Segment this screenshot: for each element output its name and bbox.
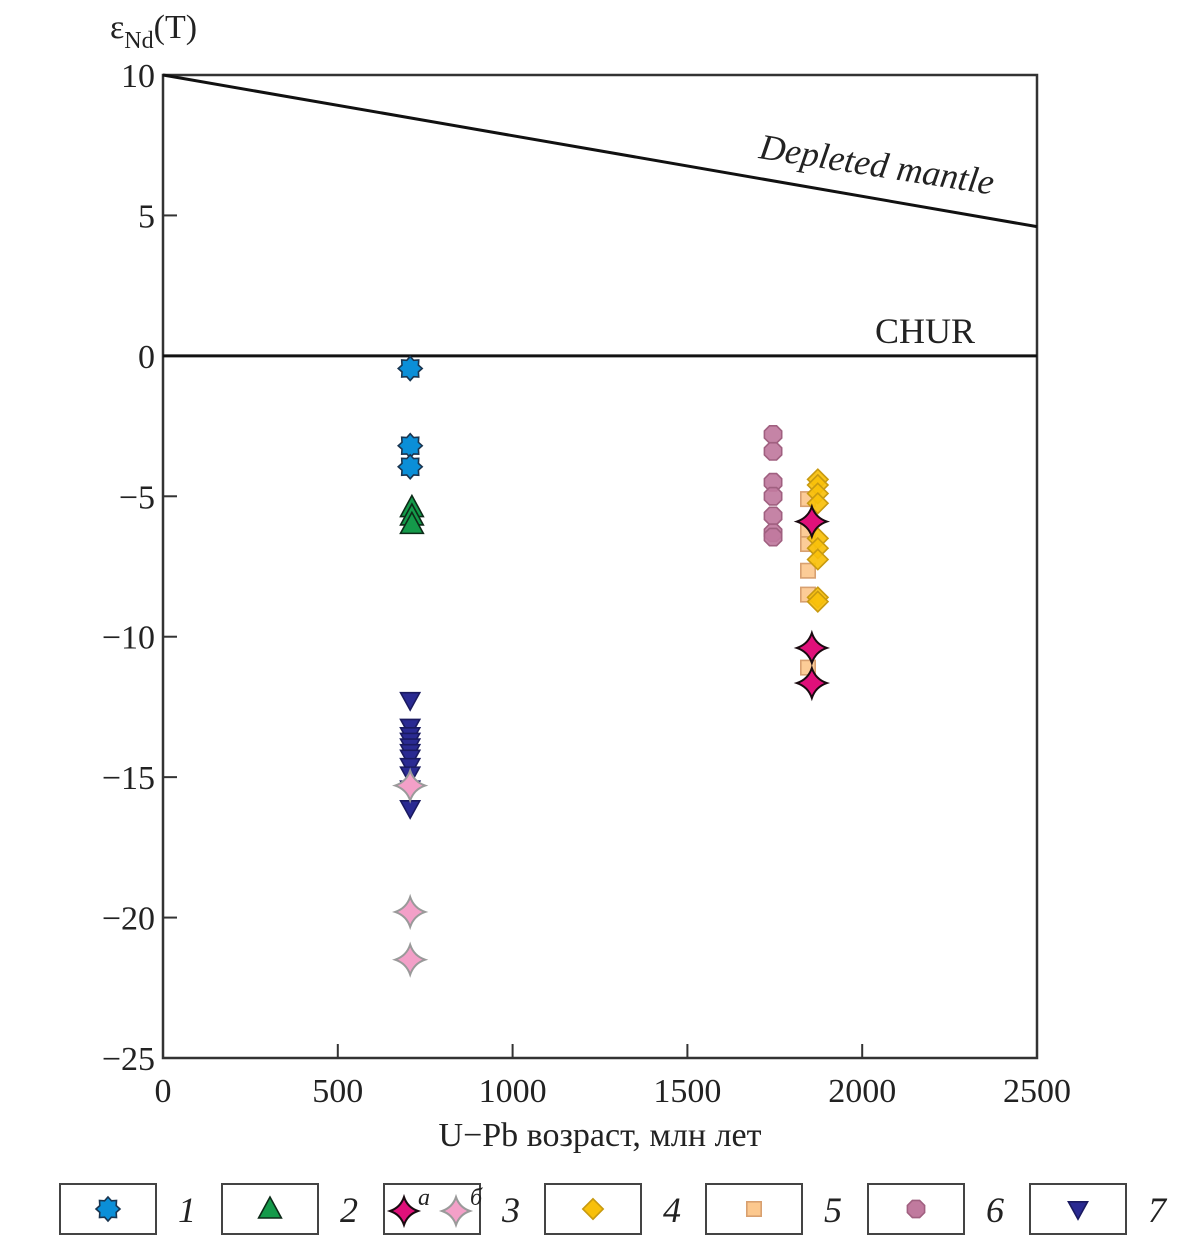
legend-marker xyxy=(745,1201,762,1218)
series-6 xyxy=(763,424,783,547)
data-point xyxy=(392,941,429,978)
legend-label: 1 xyxy=(178,1190,196,1230)
y-tick-label: 0 xyxy=(138,339,155,376)
data-point xyxy=(806,548,830,571)
data-point xyxy=(806,590,830,613)
data-point xyxy=(399,691,422,712)
legend-marker xyxy=(257,1195,283,1219)
legend-label: 7 xyxy=(1148,1190,1168,1230)
x-axis-title: U−Pb возраст, млн лет xyxy=(439,1117,762,1154)
data-points xyxy=(392,355,831,978)
legend-item-6: 6 xyxy=(867,1183,1004,1235)
legend-label: 4 xyxy=(663,1190,681,1230)
x-tick-label: 2500 xyxy=(1003,1073,1071,1110)
x-tick-label: 500 xyxy=(312,1073,363,1110)
legend-sublabel: a xyxy=(418,1185,430,1211)
data-point xyxy=(793,503,831,540)
y-axis-title-suffix: (T) xyxy=(154,9,197,46)
legend-item-7: 7 xyxy=(1029,1183,1168,1235)
y-axis-title-main: ε xyxy=(110,9,124,46)
legend-box xyxy=(59,1183,157,1235)
data-point xyxy=(763,441,783,461)
depleted-mantle-line xyxy=(162,73,1038,229)
legend-label: 3 xyxy=(501,1190,520,1230)
legend-marker xyxy=(581,1197,605,1221)
y-tick-label: 5 xyxy=(138,198,155,235)
legend-label: 5 xyxy=(824,1190,842,1230)
legend-item-2: 2 xyxy=(221,1183,358,1235)
legend-marker xyxy=(386,1193,422,1229)
data-point xyxy=(793,664,831,702)
y-tick-label: −20 xyxy=(102,901,155,938)
y-axis-title: εNd(T) xyxy=(110,9,197,54)
data-point xyxy=(763,424,783,444)
data-point xyxy=(763,506,783,526)
series-1 xyxy=(397,355,424,480)
plot-frame xyxy=(161,73,1039,1060)
series-4 xyxy=(806,468,830,613)
data-point xyxy=(392,893,429,931)
y-tick-label: −25 xyxy=(102,1041,155,1078)
axis-ticks: 0 500 1000 1500 2000 2500 10 5 0 −5 −10 −15 −20 −25 xyxy=(102,58,1071,1110)
series-2 xyxy=(399,493,425,535)
legend-marker xyxy=(94,1195,122,1223)
y-tick-label: 10 xyxy=(121,58,155,95)
y-tick-label: −15 xyxy=(102,760,155,797)
reference-lines xyxy=(162,73,1038,358)
series-3б xyxy=(392,767,429,978)
data-point xyxy=(392,767,429,804)
legend-label: 2 xyxy=(340,1190,358,1230)
y-axis-title-sub: Nd xyxy=(124,28,153,54)
data-point xyxy=(397,355,424,382)
legend-marker xyxy=(438,1193,474,1229)
x-tick-label: 1000 xyxy=(479,1073,547,1110)
data-point xyxy=(800,562,817,579)
chur-label: CHUR xyxy=(875,311,975,351)
legend-item-1: 1 xyxy=(59,1183,196,1235)
data-point xyxy=(763,486,783,506)
x-tick-label: 0 xyxy=(155,1073,172,1110)
legend-label: 6 xyxy=(986,1190,1004,1230)
data-point xyxy=(399,510,425,535)
x-tick-label: 1500 xyxy=(653,1073,721,1110)
data-point xyxy=(763,527,783,547)
y-tick-label: −5 xyxy=(119,479,155,516)
legend-item-5: 5 xyxy=(705,1183,842,1235)
y-tick-label: −10 xyxy=(102,620,155,657)
depleted-mantle-label: Depleted mantle xyxy=(756,126,997,202)
legend-marker xyxy=(1067,1201,1089,1221)
legend-item-4: 4 xyxy=(544,1183,681,1235)
legend-sublabel: б xyxy=(470,1185,483,1211)
x-tick-label: 2000 xyxy=(828,1073,896,1110)
data-point xyxy=(793,629,831,667)
legend-marker xyxy=(906,1199,926,1219)
data-point xyxy=(397,453,424,480)
series-3a xyxy=(793,503,831,702)
